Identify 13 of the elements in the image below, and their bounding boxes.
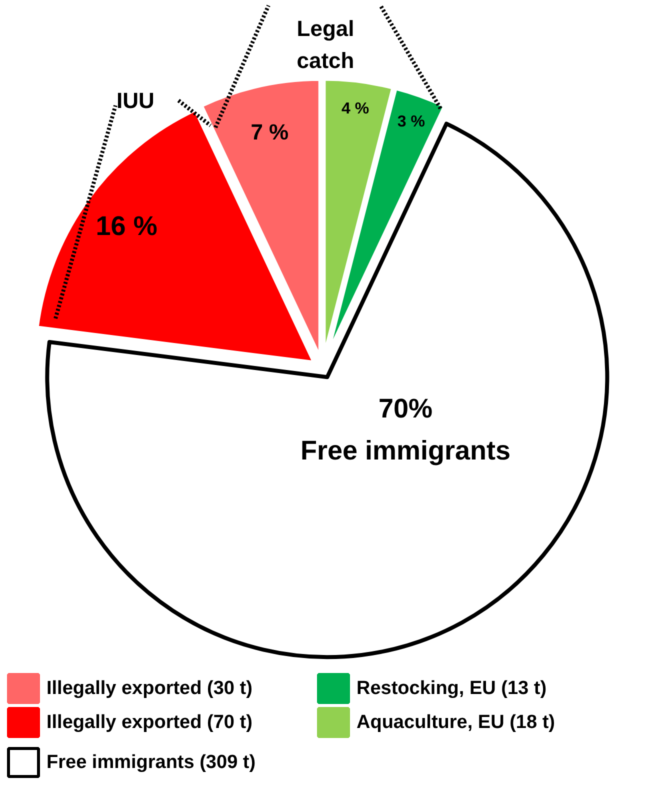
data-label: 3 %	[397, 114, 425, 131]
text: Legal catch	[296, 16, 354, 73]
legend-label: Illegally exported (30 t)	[46, 678, 252, 699]
data-label: 4 %	[342, 100, 370, 118]
data-label: 16 %	[96, 211, 158, 242]
data-label: 70%	[378, 394, 433, 424]
text: IUU	[116, 88, 154, 113]
legend-label: Restocking, EU (13 t)	[356, 678, 547, 699]
data-label: 7 %	[250, 120, 289, 145]
legend-label: Free immigrants (309 t)	[46, 752, 256, 773]
legend-label: Aquaculture, EU (18 t)	[356, 712, 555, 733]
text: Free immigrants	[300, 436, 511, 466]
legend-label: Illegally exported (70 t)	[46, 712, 252, 733]
